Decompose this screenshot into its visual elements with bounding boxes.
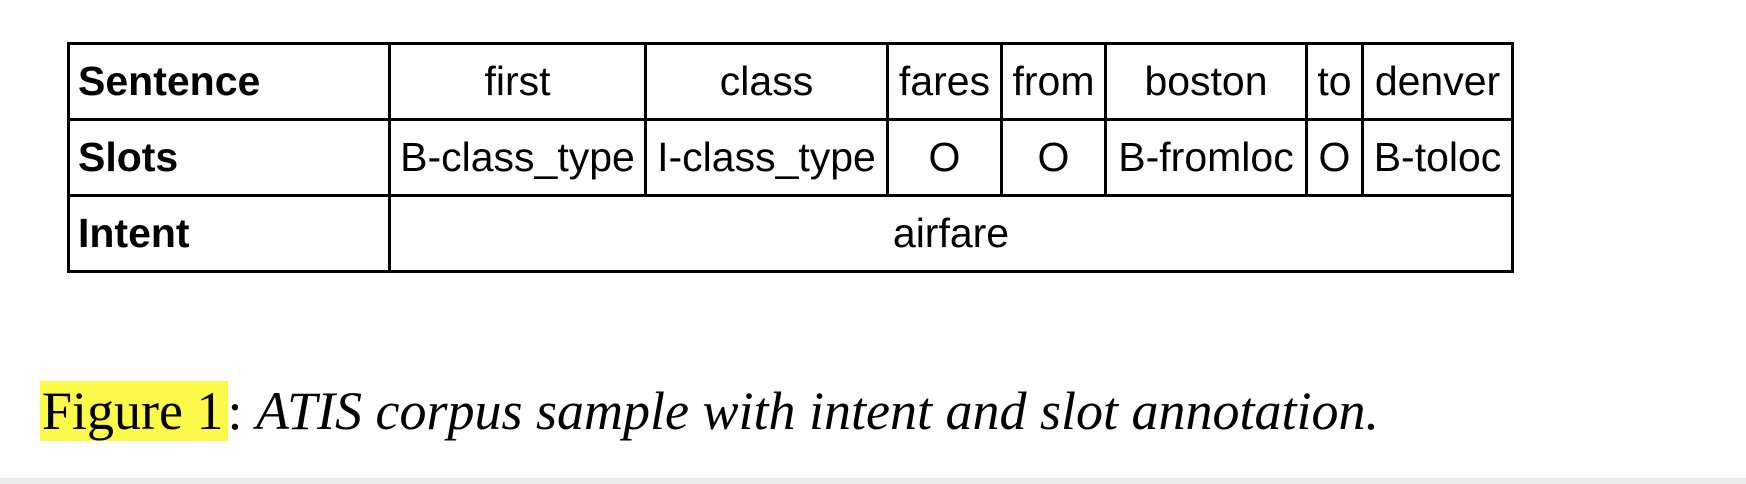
slot-tag: O: [1305, 118, 1364, 197]
slot-tag: B-class_type: [388, 118, 647, 197]
sentence-token: denver: [1361, 42, 1514, 121]
sentence-token: from: [1000, 42, 1107, 121]
atis-annotation-table: Sentence first class fares from boston t…: [67, 42, 1514, 273]
caption-text: ATIS corpus sample with intent and slot …: [256, 381, 1380, 441]
slots-row: Slots B-class_type I-class_type O O B-fr…: [67, 118, 1514, 197]
intent-value: airfare: [388, 194, 1514, 273]
intent-row: Intent airfare: [67, 194, 1514, 273]
row-header-intent: Intent: [67, 194, 391, 273]
figure-caption: Figure 1: ATIS corpus sample with intent…: [40, 375, 1379, 447]
sentence-token: class: [644, 42, 889, 121]
caption-separator: :: [227, 381, 243, 441]
row-header-slots: Slots: [67, 118, 391, 197]
slot-tag: O: [886, 118, 1003, 197]
slot-tag: B-toloc: [1361, 118, 1514, 197]
sentence-token: fares: [886, 42, 1003, 121]
sentence-row: Sentence first class fares from boston t…: [67, 42, 1514, 121]
sentence-token: first: [388, 42, 647, 121]
slot-tag: B-fromloc: [1104, 118, 1308, 197]
slot-tag: O: [1000, 118, 1107, 197]
figure-label: Figure 1: [40, 381, 228, 441]
page-bottom-rule: [0, 478, 1746, 484]
sentence-token: boston: [1104, 42, 1308, 121]
sentence-token: to: [1305, 42, 1364, 121]
row-header-sentence: Sentence: [67, 42, 391, 121]
slot-tag: I-class_type: [644, 118, 889, 197]
